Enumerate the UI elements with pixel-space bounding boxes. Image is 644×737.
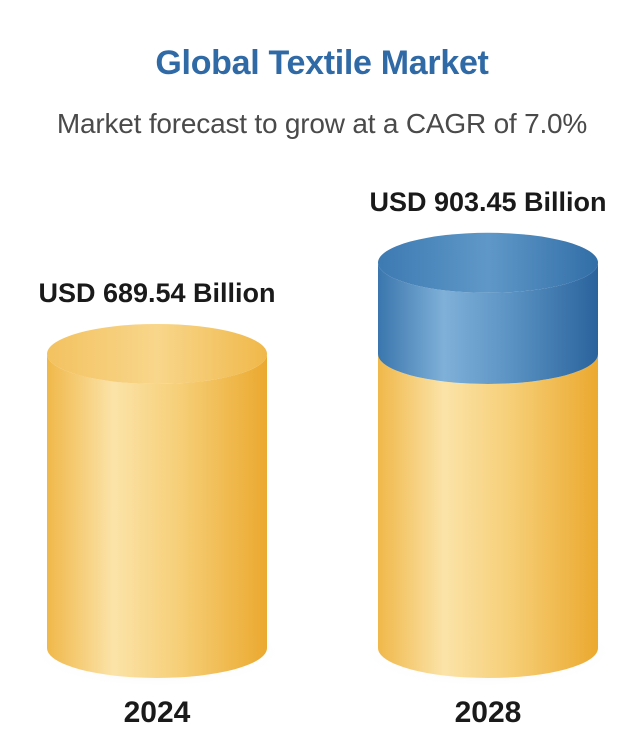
cylinder-top-2028	[378, 232, 598, 293]
chart-title: Global Textile Market	[155, 44, 489, 82]
value-label-2024: USD 689.54 Billion	[38, 278, 275, 308]
cylinder-base-2028	[378, 353, 598, 678]
cylinder-base-2024	[47, 353, 267, 678]
value-label-2028: USD 903.45 Billion	[369, 187, 606, 217]
cylinder-top-2024	[47, 323, 267, 384]
category-label-2024: 2024	[124, 696, 191, 729]
category-label-2028: 2028	[455, 696, 522, 729]
chart-subtitle: Market forecast to grow at a CAGR of 7.0…	[56, 108, 588, 139]
cylinder-growth-2028	[378, 262, 598, 384]
